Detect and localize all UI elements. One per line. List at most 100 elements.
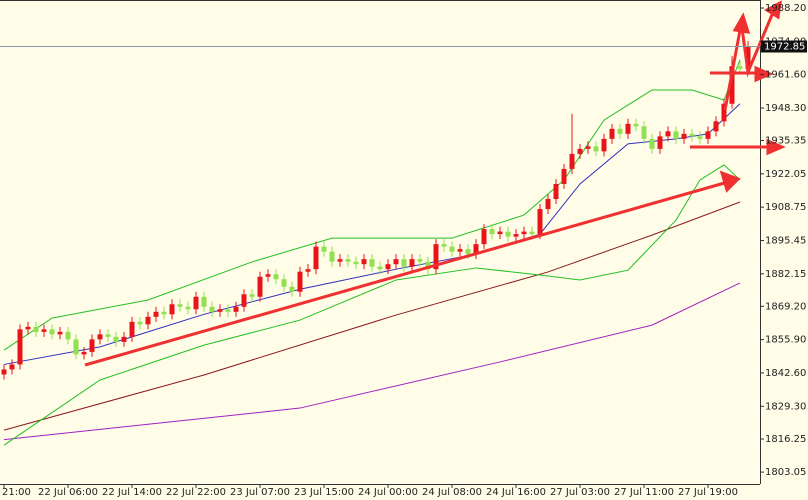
candle-body [169, 304, 175, 315]
candle-body [297, 271, 303, 292]
candle-body [65, 331, 71, 340]
x-tick-label: 24 Jul 16:00 [486, 487, 546, 498]
candle-body [321, 246, 327, 252]
candle-body [481, 229, 487, 245]
candle-body [209, 306, 215, 312]
candle-body [9, 364, 15, 370]
candle-body [97, 334, 103, 340]
candle-body [633, 123, 639, 127]
x-tick-label: 21:00 [2, 487, 31, 498]
candle-body [265, 274, 271, 277]
candle-body [625, 123, 631, 134]
candle-body [593, 146, 599, 152]
candle-body [385, 264, 391, 270]
candle-body [1, 369, 7, 375]
y-tick-label: 1988.20 [765, 3, 806, 14]
candle-body [409, 259, 415, 267]
candle-body [305, 269, 311, 272]
candle-body [17, 329, 23, 365]
candle-body [449, 246, 455, 252]
y-tick-label: 1855.90 [765, 335, 806, 346]
candle-body [25, 326, 31, 330]
candle-body [681, 133, 687, 139]
candle-body [521, 231, 527, 235]
candle-body [201, 296, 207, 307]
up-arrow [723, 24, 743, 111]
y-tick-label: 1816.25 [765, 434, 806, 445]
candle-body [497, 231, 503, 235]
y-tick-label: 1869.20 [765, 301, 806, 312]
y-tick-label: 1803.05 [765, 467, 806, 478]
arrowhead [764, 0, 782, 20]
candle-body [57, 331, 63, 335]
candle-body [329, 251, 335, 262]
candle-body [473, 244, 479, 255]
candle-body [609, 128, 615, 139]
candle-body [553, 183, 559, 200]
candle-body [161, 311, 167, 315]
candle-body [313, 246, 319, 270]
candle-body [41, 329, 47, 332]
candle-body [673, 131, 679, 139]
candle-body [249, 294, 255, 297]
candle-body [665, 131, 671, 137]
candle-body [49, 329, 55, 335]
trend-arrow [84, 180, 729, 367]
y-tick-label: 1842.60 [765, 368, 806, 379]
indicator-line [3, 282, 741, 441]
candle-body [425, 261, 431, 270]
candle-body [233, 306, 239, 312]
candle-body [113, 336, 119, 342]
candle-body [145, 316, 151, 325]
candle-body [129, 321, 135, 337]
candle-body [137, 321, 143, 325]
x-tick-label: 24 Jul 00:00 [358, 487, 418, 498]
candle-body [513, 234, 519, 237]
candle-body [713, 121, 719, 132]
candle-body [737, 66, 743, 69]
candle-body [361, 259, 367, 265]
candle-body [417, 259, 423, 262]
x-tick-label: 22 Jul 22:00 [166, 487, 226, 498]
candle-body [33, 326, 39, 332]
candle-body [369, 259, 375, 267]
candle-body [705, 131, 711, 139]
y-tick-label: 1948.30 [765, 103, 806, 114]
candle-body [585, 146, 591, 149]
candle-body [393, 259, 399, 265]
candle-body [105, 334, 111, 337]
arrowhead [754, 65, 774, 83]
candle-body [577, 148, 583, 154]
candle-body [529, 231, 535, 235]
y-tick-label: 1829.30 [765, 401, 806, 412]
y-tick-label: 1935.35 [765, 135, 806, 146]
y-tick-label: 1922.05 [765, 169, 806, 180]
x-tick-label: 24 Jul 08:00 [422, 487, 482, 498]
y-tick-label: 1895.45 [765, 235, 806, 246]
candle-body [689, 133, 695, 137]
trend-arrows [84, 0, 786, 367]
x-tick-label: 22 Jul 06:00 [38, 487, 98, 498]
candle-body [433, 244, 439, 270]
candle-body [337, 259, 343, 262]
x-tick-label: 27 Jul 11:00 [614, 487, 674, 498]
current-price-box [761, 40, 807, 53]
zigzag-arrow [740, 9, 776, 78]
plot [1, 41, 751, 446]
candle-body [273, 274, 279, 280]
candle-body [489, 229, 495, 235]
x-tick-label: 23 Jul 07:00 [230, 487, 290, 498]
x-tick-label: 27 Jul 19:00 [678, 487, 738, 498]
candle-body [745, 46, 751, 69]
x-tick-label: 22 Jul 14:00 [102, 487, 162, 498]
candle-body [217, 309, 223, 312]
candle-body [281, 279, 287, 287]
candle-body [561, 168, 567, 184]
candle-body [505, 231, 511, 237]
candle-body [193, 296, 199, 310]
candle-body [289, 286, 295, 292]
candle-body [649, 138, 655, 149]
indicator-line [3, 59, 741, 351]
